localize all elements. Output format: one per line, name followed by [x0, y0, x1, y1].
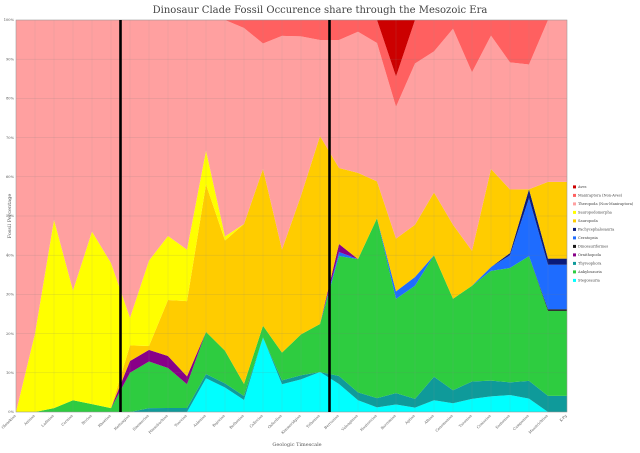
x-tick-label: Kimmeridgian: [281, 413, 303, 435]
grid-lines: [15, 19, 568, 413]
x-tick-label: Turonian: [458, 413, 473, 428]
x-tick-label: Valanginian: [340, 413, 359, 432]
x-tick-label: Santonian: [495, 413, 511, 429]
x-tick-label: Cenomanian: [435, 413, 454, 432]
area-series-1: [16, 337, 567, 412]
legend-swatch: [573, 236, 576, 240]
legend-swatch: [573, 193, 576, 197]
x-tick-label: Toarcian: [174, 413, 188, 427]
x-tick-label: Berriasian: [323, 413, 340, 430]
x-tick-label: Pliensbachian: [148, 413, 169, 434]
legend-swatch: [573, 185, 576, 189]
legend-swatch: [573, 253, 576, 257]
x-tick-label: Rhaetian: [97, 413, 112, 428]
x-tick-label: Maastrichtian: [528, 413, 549, 434]
legend-swatch: [573, 270, 576, 274]
x-tick-label: Coniacian: [476, 413, 492, 429]
legend-label: Theropoda (Non-Maniraptora): [578, 202, 634, 206]
x-tick-label: Oxfordian: [267, 413, 283, 429]
x-tick-label: Carnian: [61, 413, 75, 427]
legend-label: Ornithopoda: [578, 253, 602, 257]
x-tick-label: Campanian: [512, 413, 530, 431]
legend-label: Stegosauria: [578, 279, 601, 283]
legend-label: Sauropodomorpha: [578, 211, 613, 215]
chart-title: Dinosaur Clade Fossil Occurence share th…: [153, 5, 488, 16]
area-series-8: [16, 136, 567, 412]
area-series-6: [16, 189, 567, 412]
legend-label: Ankylosauria: [577, 270, 603, 274]
x-tick-label: Ladinian: [41, 413, 56, 428]
x-tick-label: Hettangian: [113, 413, 131, 431]
x-axis-title: Geologic Timescale: [272, 442, 321, 448]
legend-label: Thyreophora: [578, 262, 602, 266]
x-tick-label: Barremian: [380, 413, 397, 430]
y-tick-label: 80%: [6, 97, 15, 101]
y-tick-label: 30%: [6, 293, 15, 297]
legend-swatch: [573, 261, 576, 265]
x-tick-label: Olenekian: [1, 413, 17, 429]
period-boundaries: [119, 20, 331, 412]
legend-label: Dinosauriformes: [578, 245, 608, 249]
x-tick-label: Bajocian: [212, 413, 226, 427]
x-tick-label: Hauterivian: [360, 413, 379, 432]
x-tick-label: Bathonian: [229, 413, 245, 429]
legend-swatch: [573, 244, 576, 248]
x-tick-label: Albian: [423, 413, 435, 425]
y-tick-label: 70%: [6, 136, 15, 140]
x-tick-label: Norian: [81, 413, 93, 425]
y-tick-label: 50%: [6, 214, 15, 218]
plot-frame: [15, 19, 568, 413]
legend-swatch: [573, 278, 576, 282]
x-tick-label: Tithonian: [306, 413, 322, 429]
x-tick-label: Anisian: [23, 413, 37, 427]
y-tick-label: 10%: [6, 371, 15, 375]
area-series-2: [16, 218, 567, 412]
legend-swatch: [573, 210, 576, 214]
x-tick-label: K-Pg: [559, 413, 568, 422]
area-layers: [16, 20, 567, 412]
x-tick-label: Aalenian: [192, 413, 207, 428]
legend: Aves Maniraptora (Non-Aves) Theropoda (Non…: [573, 185, 634, 283]
legend-label: Pachycephalosauria: [578, 228, 615, 232]
y-tick-label: 40%: [6, 253, 15, 257]
legend-label: Ceratopsia: [578, 236, 599, 240]
y-tick-label: 100%: [4, 18, 15, 22]
legend-label: Sauropoda: [578, 219, 599, 223]
x-tick-label: Sinemurian: [132, 413, 150, 431]
x-tick-label: Aptian: [404, 413, 416, 425]
x-axis-ticks: Olenekian Anisian Ladinian Carnian Norian Rha…: [1, 413, 568, 435]
y-tick-label: 0%: [8, 410, 14, 414]
y-tick-label: 90%: [6, 57, 15, 61]
area-series-9: [16, 20, 567, 412]
legend-label: Aves: [577, 185, 587, 189]
legend-swatch: [573, 219, 576, 223]
y-tick-label: 20%: [6, 332, 15, 336]
x-tick-label: Callovian: [249, 413, 264, 428]
area-series-10: [16, 20, 567, 107]
legend-swatch: [573, 202, 576, 206]
area-series-7: [16, 136, 567, 412]
area-series-0: [16, 337, 567, 412]
y-axis-ticks: 0% 10% 20% 30% 40% 50% 60% 70% 80% 90% 100%: [4, 18, 15, 414]
legend-label: Maniraptora (Non-Aves): [578, 194, 623, 198]
legend-swatch: [573, 227, 576, 231]
y-tick-label: 60%: [6, 175, 15, 179]
y-axis-title: Fossil Percentage: [7, 194, 13, 239]
